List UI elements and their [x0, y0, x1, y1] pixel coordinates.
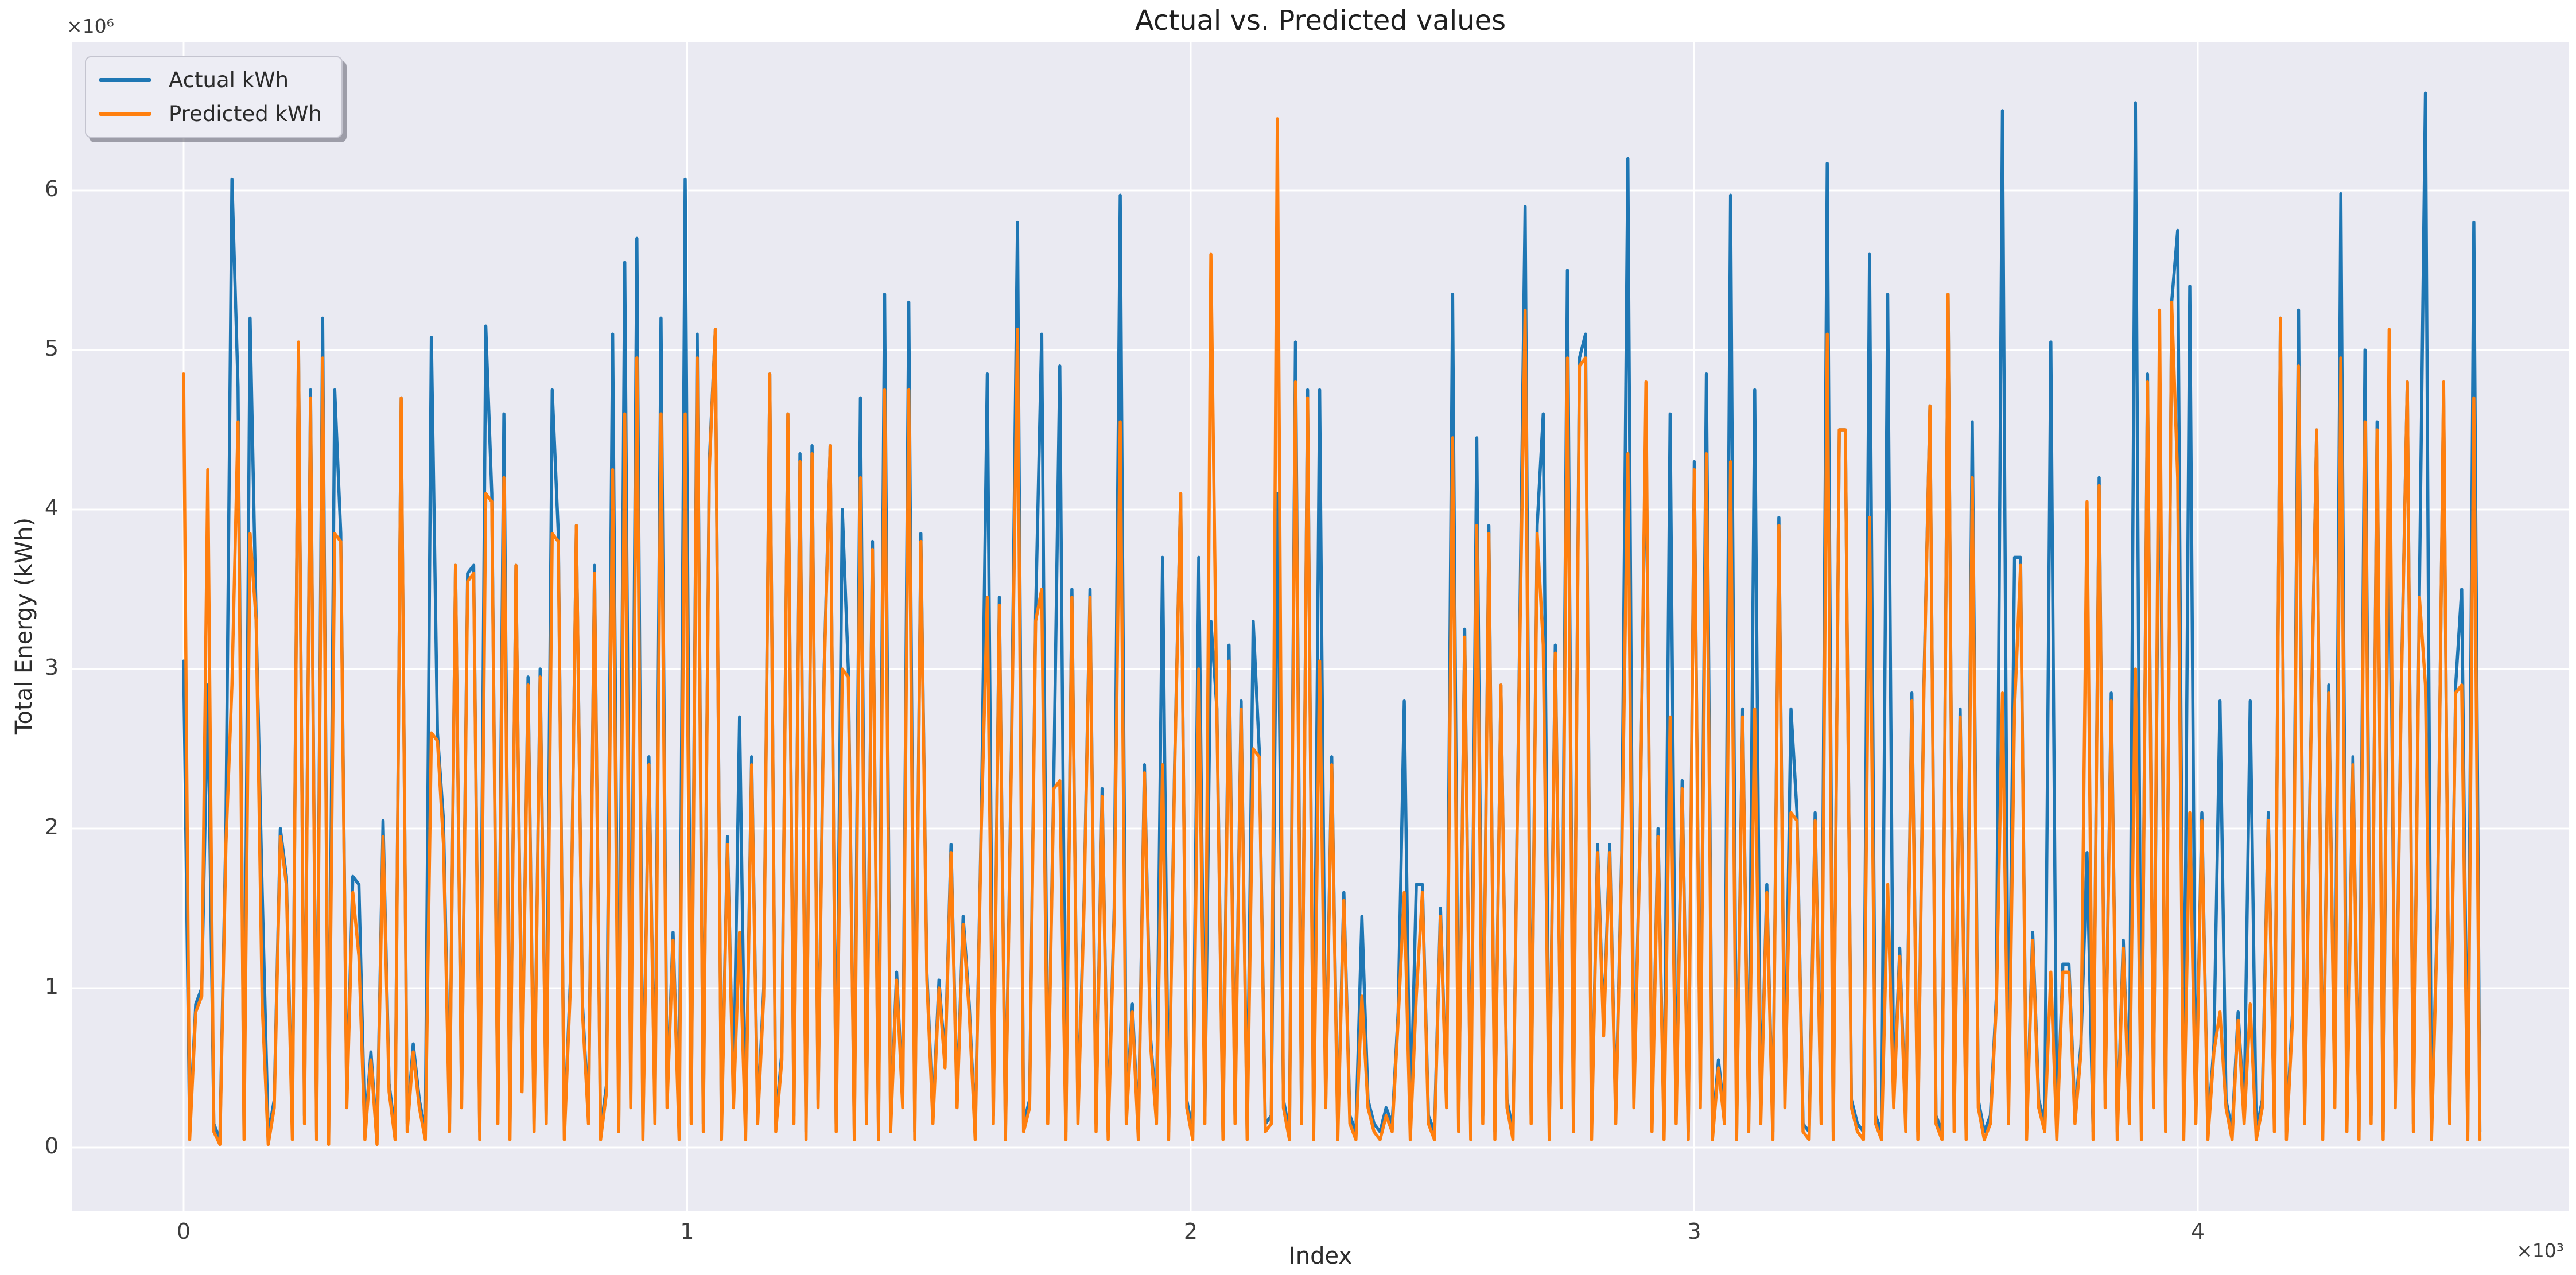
y-tick-label: 4: [44, 495, 59, 520]
x-tick-label: 4: [2190, 1219, 2205, 1244]
legend-entry-actual: Actual kWh: [99, 68, 322, 92]
legend-line-sample-actual: [99, 78, 151, 82]
x-axis-offset-text: ×10³: [2516, 1239, 2564, 1262]
chart-title: Actual vs. Predicted values: [1134, 5, 1506, 37]
y-axis-label: Total Energy (kWh): [11, 517, 37, 735]
y-tick-label: 6: [44, 176, 59, 201]
legend: Actual kWh Predicted kWh: [85, 56, 343, 138]
y-tick-label: 0: [44, 1133, 59, 1159]
legend-label-predicted: Predicted kWh: [169, 102, 322, 126]
x-tick-label: 3: [1687, 1219, 1701, 1244]
x-axis-label: Index: [1288, 1243, 1353, 1269]
legend-line-sample-predicted: [99, 112, 151, 116]
y-tick-label: 2: [44, 814, 59, 839]
x-tick-label: 0: [176, 1219, 191, 1244]
legend-entry-predicted: Predicted kWh: [99, 102, 322, 126]
y-tick-label: 1: [44, 974, 59, 999]
x-tick-label: 1: [680, 1219, 694, 1244]
legend-label-actual: Actual kWh: [169, 68, 289, 92]
y-tick-label: 5: [44, 336, 59, 361]
y-tick-label: 3: [44, 655, 59, 680]
y-axis-offset-text: ×10⁶: [67, 15, 114, 37]
series-lines: [182, 91, 2482, 1146]
x-tick-label: 2: [1183, 1219, 1198, 1244]
predicted-series-line: [182, 117, 2482, 1146]
